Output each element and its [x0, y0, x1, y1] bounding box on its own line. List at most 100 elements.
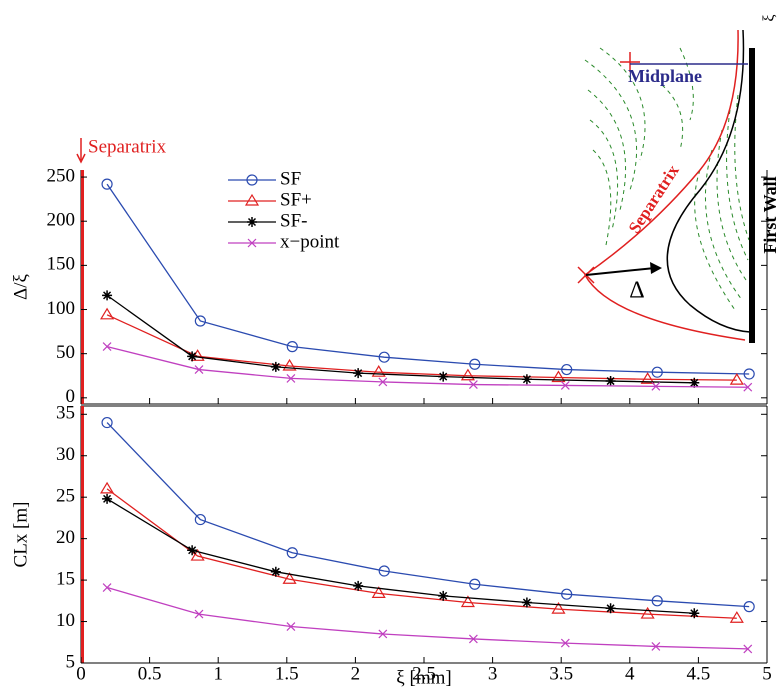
y-tick-label: 20: [56, 527, 75, 548]
marker-shape: [102, 342, 112, 352]
flux-surfaces: [584, 47, 750, 311]
marker: [743, 368, 755, 380]
x-tick-label: 0.5: [138, 663, 162, 684]
marker-shape: [521, 374, 532, 385]
marker: [651, 381, 661, 391]
marker: [551, 601, 566, 614]
y-axis-label: CLx [m]: [10, 502, 31, 568]
x-tick-label: 4.5: [687, 663, 711, 684]
marker: [743, 382, 753, 392]
marker: [640, 606, 655, 619]
marker-shape: [560, 638, 570, 648]
series-line: [106, 294, 695, 384]
marker-shape: [743, 601, 755, 613]
xi-label: ξ: [761, 14, 778, 21]
separatrix-arrowhead: [76, 153, 86, 164]
marker-shape: [561, 363, 573, 376]
marker-shape: [651, 641, 661, 651]
marker-shape: [378, 377, 388, 387]
marker: [270, 361, 281, 372]
marker: [371, 586, 386, 598]
marker-shape: [651, 381, 661, 391]
marker: [101, 416, 113, 429]
marker-shape: [353, 580, 364, 591]
marker: [651, 366, 663, 378]
marker: [438, 371, 449, 382]
y-tick-label: 150: [47, 254, 76, 275]
marker-shape: [190, 349, 205, 361]
y-tick-label: 10: [56, 610, 75, 631]
marker: [469, 358, 481, 370]
marker-shape: [101, 178, 113, 190]
x-tick-label: 3: [488, 663, 498, 684]
marker-shape: [743, 368, 755, 380]
marker: [190, 548, 205, 561]
marker-shape: [371, 586, 386, 598]
inset-diagram: Midplane Separatrix First Wall Δ ξ: [577, 14, 780, 343]
separatrix-curve: [584, 29, 746, 341]
marker: [460, 595, 475, 608]
marker-shape: [651, 366, 663, 378]
x-tick-label: 3.5: [549, 663, 573, 684]
marker-shape: [190, 548, 205, 561]
marker-shape: [743, 644, 753, 654]
legend-marker: [246, 174, 258, 186]
marker: [561, 588, 573, 600]
marker: [100, 307, 115, 320]
x-tick-label: 1.5: [275, 663, 299, 684]
marker-shape: [689, 608, 700, 619]
legend-label: SF: [280, 168, 301, 189]
marker: [729, 611, 744, 623]
marker: [286, 373, 296, 383]
delta-label: Δ: [629, 278, 644, 304]
y-tick-label: 50: [56, 342, 75, 363]
flux-curve: [666, 29, 751, 333]
marker: [468, 380, 478, 389]
marker-shape: [378, 351, 390, 363]
marker: [689, 608, 700, 619]
marker: [743, 644, 753, 654]
marker: [286, 341, 298, 353]
marker-shape: [282, 358, 297, 371]
marker-shape: [640, 606, 655, 619]
marker: [689, 377, 700, 388]
marker-shape: [187, 351, 198, 362]
delta-arrowhead: [650, 262, 662, 274]
marker: [187, 351, 198, 362]
series-line: [106, 498, 695, 614]
separatrix-label: Separatrix: [88, 136, 167, 157]
marker: [460, 368, 475, 381]
marker-shape: [247, 217, 257, 227]
marker-shape: [378, 629, 388, 639]
marker: [521, 374, 532, 385]
marker-shape: [102, 493, 113, 504]
marker: [521, 597, 532, 608]
x-axis-label: ξ [mm]: [396, 667, 451, 688]
marker: [286, 622, 296, 631]
marker: [190, 349, 205, 361]
y-tick-label: 35: [56, 403, 75, 424]
marker: [353, 368, 364, 379]
marker-shape: [561, 588, 573, 600]
x-tick-label: 2.5: [412, 663, 436, 684]
x-tick-label: 2: [351, 663, 361, 684]
marker-shape: [246, 174, 258, 186]
midplane-label: Midplane: [628, 66, 702, 86]
marker: [438, 590, 449, 601]
marker-shape: [102, 290, 113, 301]
legend-label: SF-: [280, 210, 307, 231]
marker: [729, 372, 744, 385]
y-tick-label: 15: [56, 568, 75, 589]
marker-shape: [729, 372, 744, 385]
marker-shape: [743, 382, 753, 392]
marker-shape: [353, 368, 364, 379]
y-tick-label: 0: [66, 386, 76, 407]
marker-shape: [194, 609, 204, 619]
marker-shape: [378, 565, 390, 577]
marker-shape: [640, 372, 655, 384]
marker-shape: [194, 315, 206, 327]
series-line: [106, 422, 750, 608]
marker-shape: [521, 597, 532, 608]
marker-shape: [194, 513, 206, 526]
